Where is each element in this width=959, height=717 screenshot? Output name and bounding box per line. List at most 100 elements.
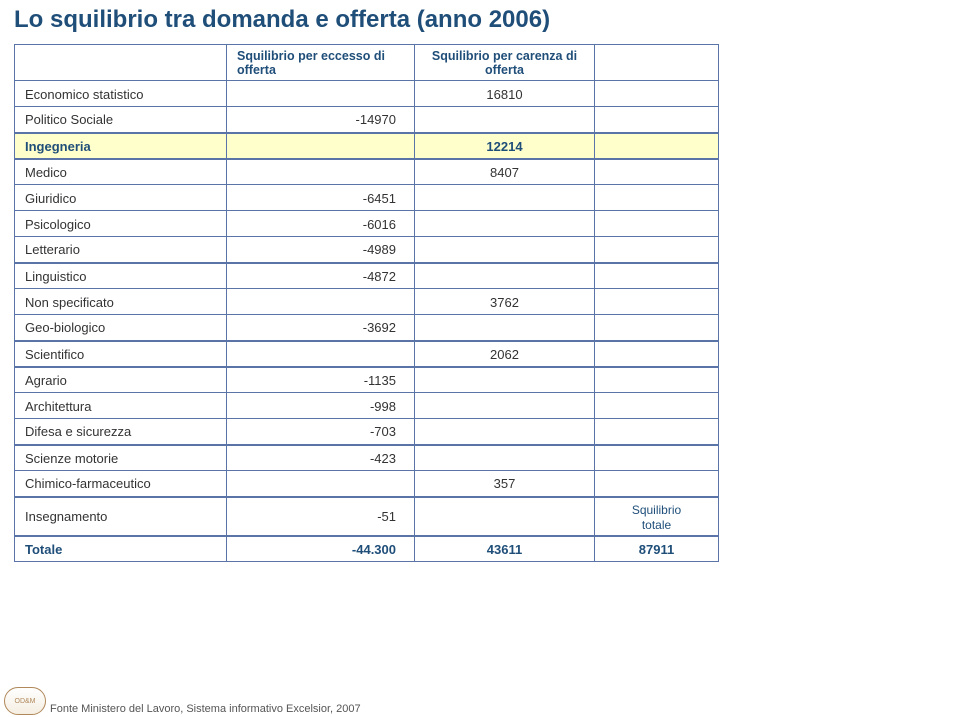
table-row: Difesa e sicurezza-703	[15, 419, 719, 445]
row-last	[595, 289, 719, 315]
header-excess: Squilibrio per eccesso di offerta	[227, 45, 415, 81]
header-label	[15, 45, 227, 81]
row-last: Squilibriototale	[595, 497, 719, 536]
row-label: Insegnamento	[15, 497, 227, 536]
total-excess: -44.300	[227, 536, 415, 562]
header-row: Squilibrio per eccesso di offerta Squili…	[15, 45, 719, 81]
row-shortage	[415, 211, 595, 237]
row-shortage: 357	[415, 471, 595, 497]
row-last	[595, 341, 719, 367]
row-last	[595, 393, 719, 419]
row-shortage	[415, 445, 595, 471]
row-label: Economico statistico	[15, 81, 227, 107]
table-row: Psicologico-6016	[15, 211, 719, 237]
row-label: Medico	[15, 159, 227, 185]
row-excess: -4989	[227, 237, 415, 263]
table-row: Linguistico-4872	[15, 263, 719, 289]
row-shortage: 3762	[415, 289, 595, 315]
row-excess: -51	[227, 497, 415, 536]
page-title: Lo squilibrio tra domanda e offerta (ann…	[0, 0, 959, 44]
table-row: Architettura-998	[15, 393, 719, 419]
row-excess: -4872	[227, 263, 415, 289]
table-row: Non specificato 3762	[15, 289, 719, 315]
row-label: Architettura	[15, 393, 227, 419]
total-row: Totale-44.3004361187911	[15, 536, 719, 562]
row-excess: -6451	[227, 185, 415, 211]
row-label: Psicologico	[15, 211, 227, 237]
table-row: Chimico-farmaceutico 357	[15, 471, 719, 497]
table-row: Ingegneria 12214	[15, 133, 719, 159]
table-row: Letterario-4989	[15, 237, 719, 263]
row-shortage	[415, 419, 595, 445]
row-last	[595, 107, 719, 133]
row-last	[595, 471, 719, 497]
row-excess	[227, 289, 415, 315]
row-excess	[227, 159, 415, 185]
row-label: Non specificato	[15, 289, 227, 315]
row-shortage	[415, 497, 595, 536]
row-last	[595, 185, 719, 211]
row-excess	[227, 133, 415, 159]
row-label: Politico Sociale	[15, 107, 227, 133]
table-row: Scientifico 2062	[15, 341, 719, 367]
row-label: Ingegneria	[15, 133, 227, 159]
total-last: 87911	[595, 536, 719, 562]
row-last	[595, 367, 719, 393]
row-last	[595, 211, 719, 237]
table-row: Economico statistico 16810	[15, 81, 719, 107]
row-label: Geo-biologico	[15, 315, 227, 341]
table-row: Geo-biologico-3692	[15, 315, 719, 341]
row-shortage	[415, 237, 595, 263]
row-label: Giuridico	[15, 185, 227, 211]
table-row: Insegnamento-51 Squilibriototale	[15, 497, 719, 536]
row-excess: -998	[227, 393, 415, 419]
table-row: Medico 8407	[15, 159, 719, 185]
table-container: Squilibrio per eccesso di offerta Squili…	[0, 44, 959, 562]
row-last	[595, 445, 719, 471]
row-shortage	[415, 367, 595, 393]
header-last	[595, 45, 719, 81]
row-excess: -423	[227, 445, 415, 471]
row-shortage	[415, 263, 595, 289]
footer: Fonte Ministero del Lavoro, Sistema info…	[0, 703, 959, 715]
row-shortage	[415, 315, 595, 341]
table-body: Economico statistico16810Politico Social…	[15, 81, 719, 562]
row-shortage: 8407	[415, 159, 595, 185]
row-last	[595, 419, 719, 445]
row-label: Difesa e sicurezza	[15, 419, 227, 445]
table-row: Scienze motorie-423	[15, 445, 719, 471]
row-label: Chimico-farmaceutico	[15, 471, 227, 497]
row-last	[595, 133, 719, 159]
row-shortage: 12214	[415, 133, 595, 159]
data-table: Squilibrio per eccesso di offerta Squili…	[14, 44, 719, 562]
row-shortage: 2062	[415, 341, 595, 367]
row-excess: -1135	[227, 367, 415, 393]
total-shortage: 43611	[415, 536, 595, 562]
row-shortage	[415, 107, 595, 133]
row-label: Letterario	[15, 237, 227, 263]
row-label: Linguistico	[15, 263, 227, 289]
row-excess	[227, 341, 415, 367]
row-excess: -14970	[227, 107, 415, 133]
table-row: Politico Sociale-14970	[15, 107, 719, 133]
header-shortage: Squilibrio per carenza di offerta	[415, 45, 595, 81]
row-label: Scienze motorie	[15, 445, 227, 471]
row-shortage	[415, 393, 595, 419]
row-last	[595, 263, 719, 289]
footer-source: Fonte Ministero del Lavoro, Sistema info…	[50, 703, 361, 715]
row-excess: -6016	[227, 211, 415, 237]
table-row: Giuridico-6451	[15, 185, 719, 211]
row-excess: -703	[227, 419, 415, 445]
row-excess: -3692	[227, 315, 415, 341]
row-excess	[227, 81, 415, 107]
row-last	[595, 237, 719, 263]
table-row: Agrario-1135	[15, 367, 719, 393]
row-shortage: 16810	[415, 81, 595, 107]
total-label: Totale	[15, 536, 227, 562]
row-label: Scientifico	[15, 341, 227, 367]
row-last	[595, 159, 719, 185]
row-last	[595, 315, 719, 341]
row-last	[595, 81, 719, 107]
row-excess	[227, 471, 415, 497]
row-label: Agrario	[15, 367, 227, 393]
